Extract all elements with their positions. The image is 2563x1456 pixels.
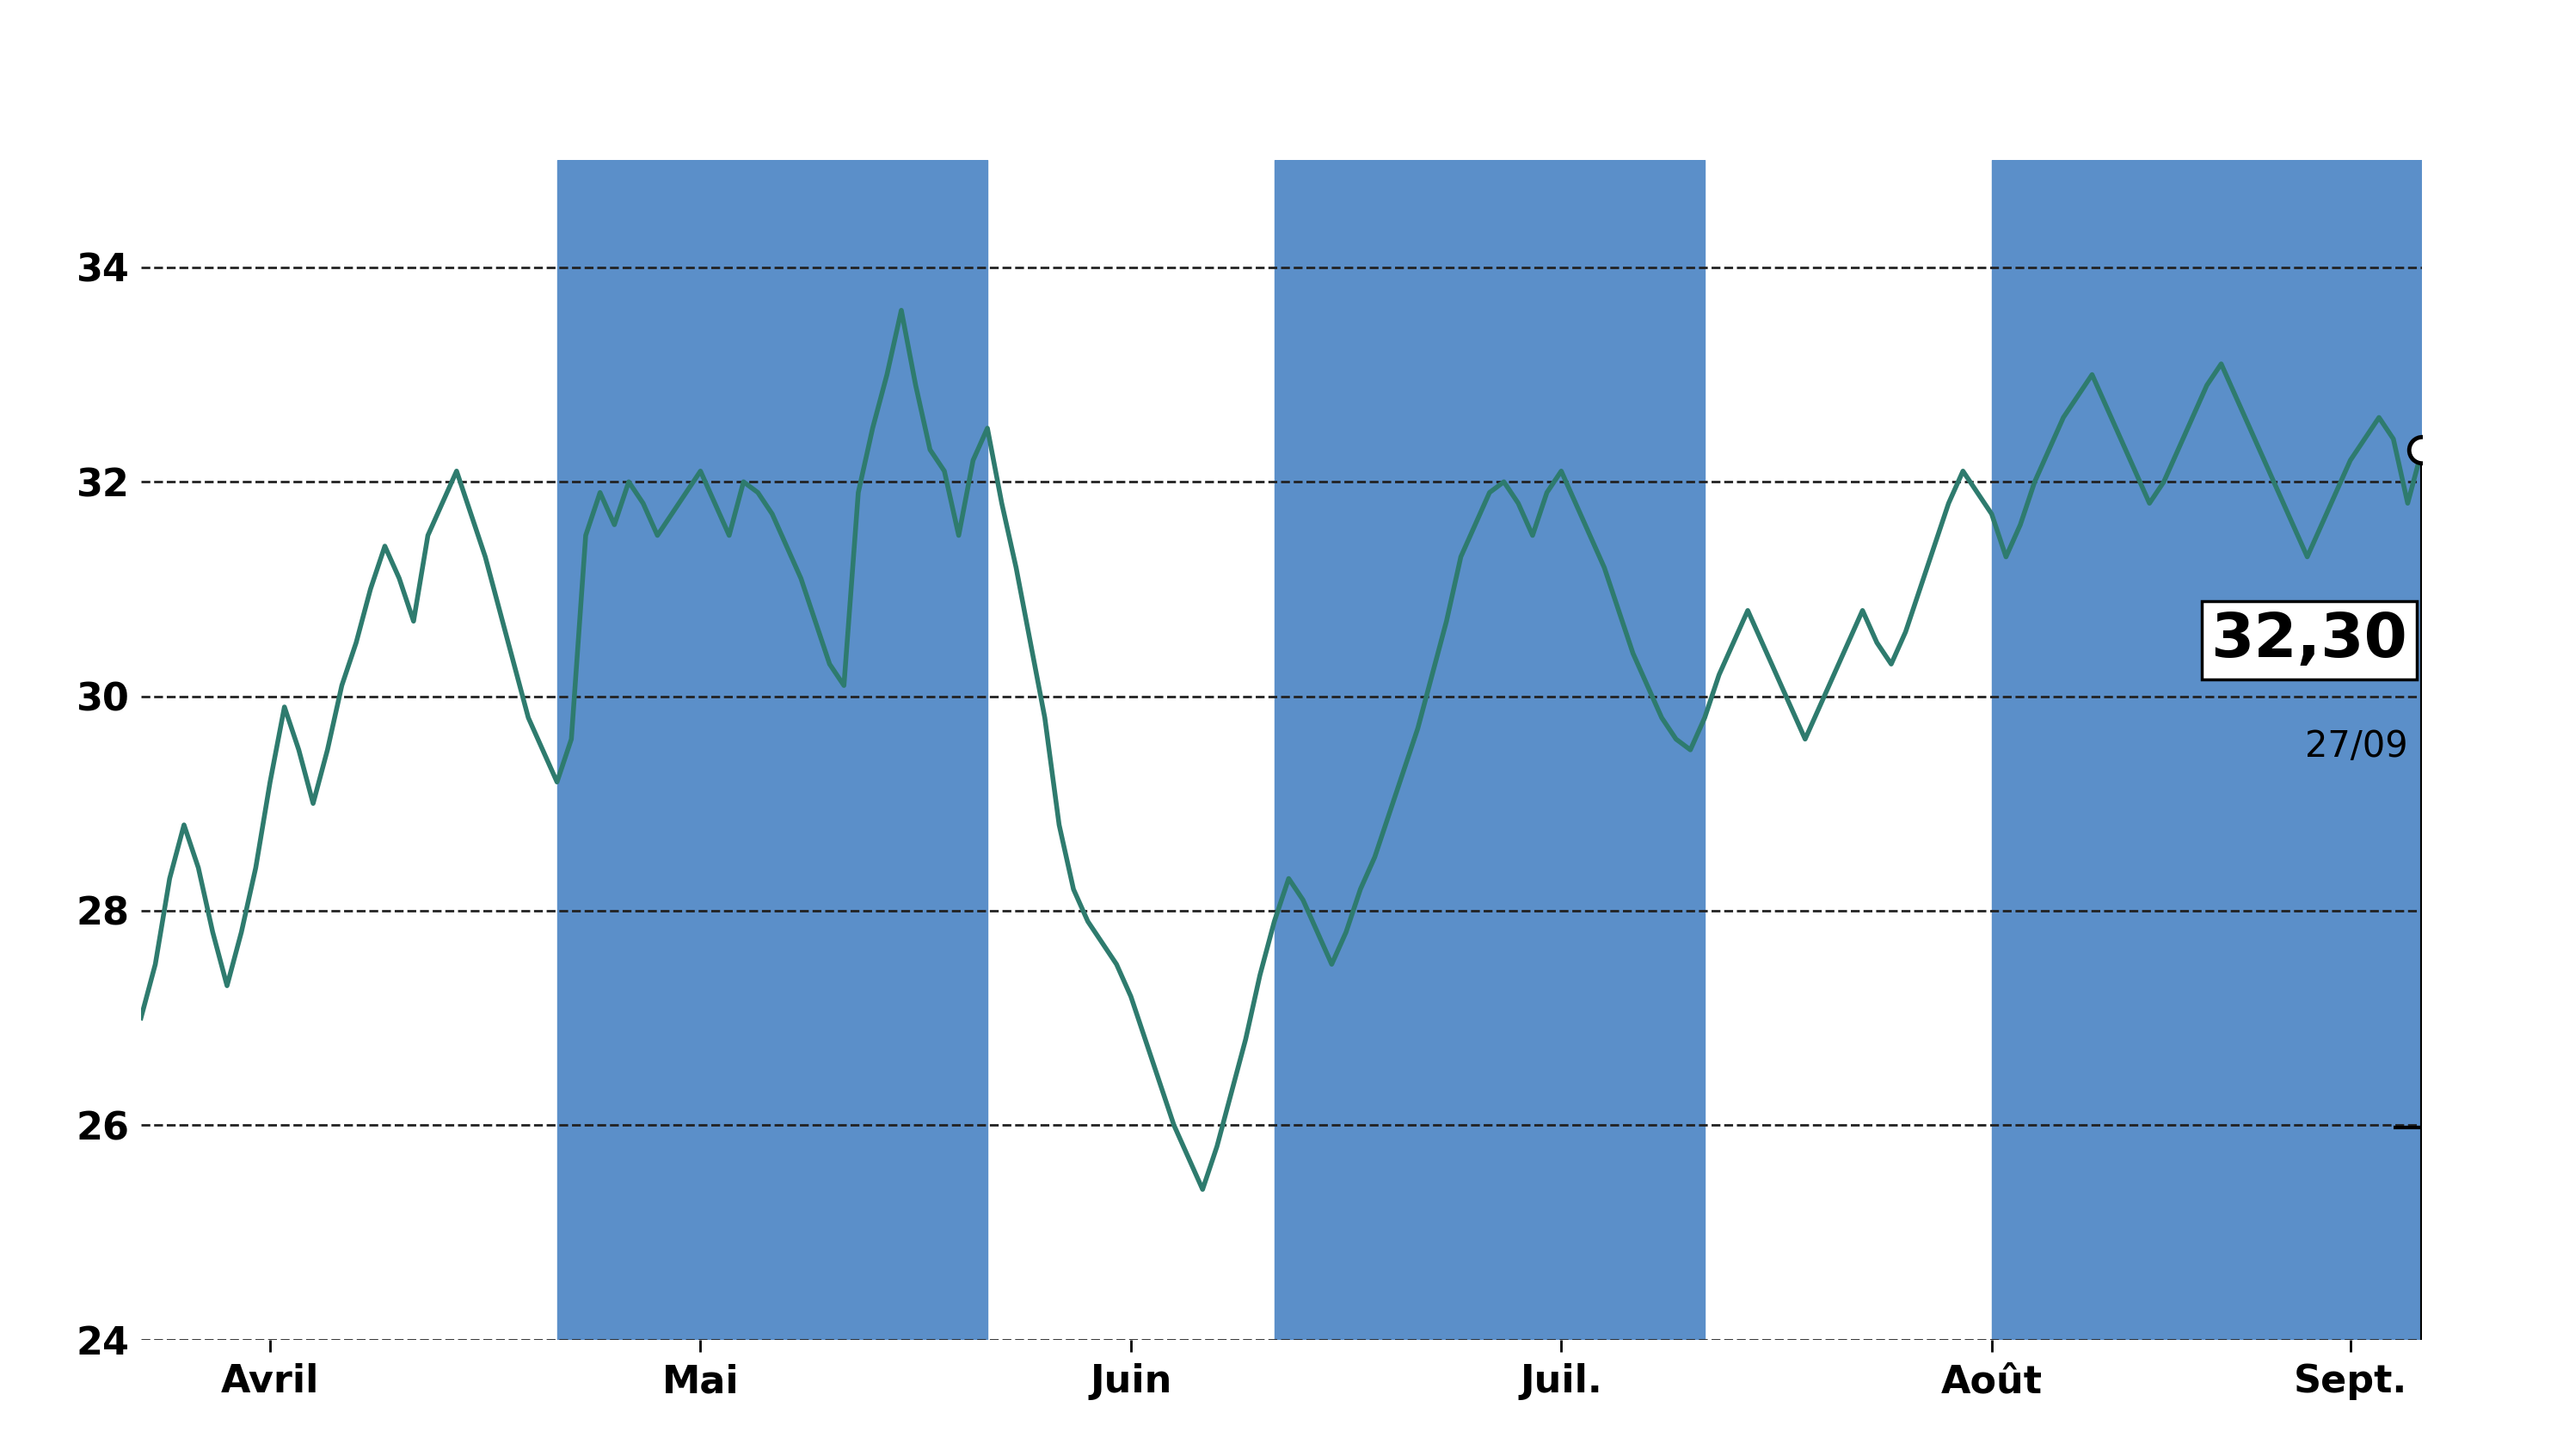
- Text: 27/09: 27/09: [2304, 728, 2407, 764]
- Bar: [1991, 160, 2422, 1340]
- Bar: [1274, 160, 1704, 1340]
- Text: 32,30: 32,30: [2212, 610, 2407, 670]
- Bar: [556, 160, 987, 1340]
- Text: KAUFMAN ET BROAD: KAUFMAN ET BROAD: [725, 19, 1838, 112]
